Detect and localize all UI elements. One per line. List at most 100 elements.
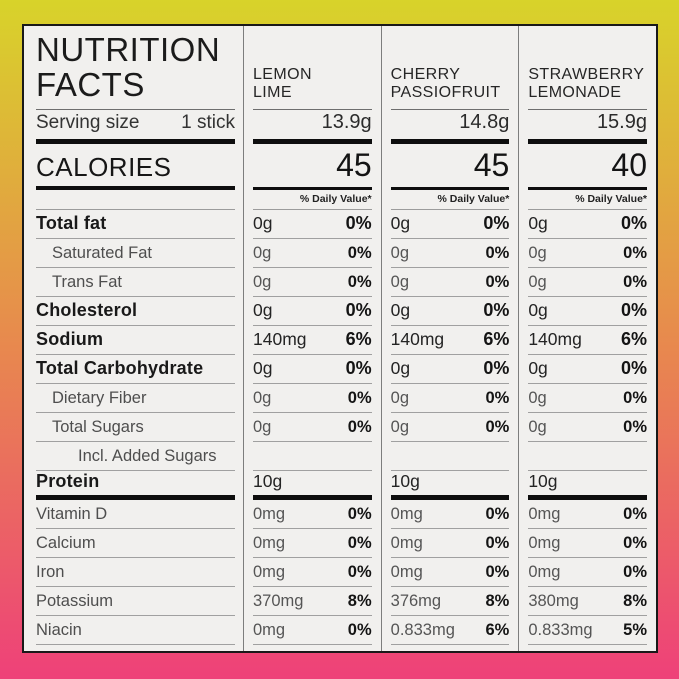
calories-value: 45 [336,147,372,183]
value-row-saturated-fat: 0g 0% [390,239,510,268]
product-name-line2: LIME [253,84,292,101]
nutrient-label-rows: Total fat Saturated Fat Trans Fat Choles… [24,210,243,651]
panel-title: NUTRITION FACTS [36,26,235,110]
product-name: CHERRY PASSIOFRUIT [391,66,501,102]
value-row-iron: 0mg 0% [253,558,372,587]
product-column-strawberry-lemonade: STRAWBERRY LEMONADE 15.9g 40 % Daily Val… [518,26,656,651]
amount: 0.833mg [390,621,455,639]
value-row-total-sugars: 0g 0% [253,413,372,442]
value-row-total-sugars: 0g 0% [528,413,647,442]
amount: 10g [528,471,558,491]
amount: 0mg [390,563,423,581]
daily-value: 0% [347,418,372,436]
daily-value: 0% [623,244,647,262]
value-row-added-sugars [528,442,647,471]
nutrient-value-rows: 0g 0% 0g 0% 0g 0% 0g 0% 140mg 6% 0g 0% 0g 0% 0g… [382,210,519,651]
amount: 140mg [253,329,307,349]
value-row-trans-fat: 0g 0% [528,268,647,297]
daily-value: 0% [623,418,647,436]
nutrition-facts-panel: NUTRITION FACTS Serving size 1 stick CAL… [22,24,658,653]
product-name-line1: LEMON [253,66,312,83]
daily-value: 0% [623,563,647,581]
nutrient-label: Dietary Fiber [52,389,147,407]
product-name-line2: PASSIOFRUIT [390,84,501,101]
daily-value: 5% [623,621,647,639]
value-row-cholesterol: 0g 0% [253,297,372,326]
daily-value-note: % Daily Value* [253,190,372,210]
serving-size-label: Serving size [36,112,140,133]
daily-value: 0% [485,244,510,262]
value-row-potassium: 376mg 8% [390,587,510,616]
daily-value: 0% [623,534,647,552]
amount: 0g [253,244,272,262]
value-row-vitamin-d: 0mg 0% [253,500,372,529]
product-name-block: CHERRY PASSIOFRUIT [390,26,510,110]
value-row-total-sugars: 0g 0% [390,413,510,442]
serving-size-value: 1 stick [181,112,235,133]
calories-value-block: 40 [528,144,647,190]
value-row-total-carbohydrate: 0g 0% [390,355,510,384]
daily-value: 0% [345,358,372,378]
value-row-niacin: 0.833mg 6% [390,616,510,645]
value-row-trans-fat: 0g 0% [253,268,372,297]
nutrient-label: Cholesterol [36,300,138,320]
value-row-niacin: 0.833mg 5% [528,616,647,645]
daily-value: 0% [347,534,372,552]
value-row-sodium: 140mg 6% [390,326,510,355]
daily-value: 0% [347,389,372,407]
daily-value: 0% [345,300,372,320]
product-column-cherry-passiofruit: CHERRY PASSIOFRUIT 14.8g 45 % Daily Valu… [380,26,519,651]
daily-value-spacer [36,190,235,210]
amount: 0mg [390,534,423,552]
nutrient-row-niacin: Niacin [36,616,235,645]
nutrient-row-total-fat: Total fat [36,210,235,239]
nutrient-row-added-sugars: Incl. Added Sugars [36,442,235,471]
daily-value: 0% [483,358,510,378]
amount: 0mg [253,534,286,552]
calories-value-block: 45 [253,144,372,190]
amount: 0g [390,358,411,378]
nutrient-label: Iron [36,563,65,581]
amount: 0g [390,273,410,291]
nutrient-row-trans-fat: Trans Fat [36,268,235,297]
amount: 0mg [528,563,561,581]
value-row-total-carbohydrate: 0g 0% [253,355,372,384]
nutrient-row-dietary-fiber: Dietary Fiber [36,384,235,413]
amount: 0g [253,300,273,320]
value-row-saturated-fat: 0g 0% [528,239,647,268]
daily-value: 0% [485,418,510,436]
daily-value-note: % Daily Value* [390,190,510,210]
value-row-cholesterol: 0g 0% [390,297,510,326]
value-row-iron: 0mg 0% [528,558,647,587]
value-row-sodium: 140mg 6% [253,326,372,355]
amount: 380mg [528,592,579,610]
daily-value: 8% [347,592,372,610]
nutrient-value-rows: 0g 0% 0g 0% 0g 0% 0g 0% 140mg 6% 0g 0% 0g 0% 0g… [244,210,381,651]
serving-weight-value: 15.9g [596,111,647,133]
serving-weight-value: 13.9g [321,111,372,133]
calories-value: 40 [611,147,647,183]
value-row-protein: 10g [390,471,510,500]
serving-size-row: Serving size 1 stick [36,110,235,144]
value-row-total-fat: 0g 0% [528,210,647,239]
value-row-vitamin-d: 0mg 0% [528,500,647,529]
nutrient-label: Incl. Added Sugars [78,447,217,465]
nutrient-label: Sodium [36,329,104,349]
value-row-saturated-fat: 0g 0% [253,239,372,268]
nutrient-row-total-sugars: Total Sugars [36,413,235,442]
amount: 0mg [253,563,286,581]
value-row-potassium: 380mg 8% [528,587,647,616]
amount: 0g [528,418,547,436]
product-name-line1: STRAWBERRY [528,66,645,83]
daily-value: 6% [483,329,510,349]
amount: 10g [253,471,283,491]
amount: 376mg [390,592,442,610]
nutrient-row-iron: Iron [36,558,235,587]
daily-value: 0% [485,389,510,407]
daily-value: 0% [620,358,647,378]
amount: 0g [253,213,273,233]
amount: 0g [390,213,411,233]
amount: 0g [528,358,548,378]
nutrient-label: Protein [36,471,100,491]
value-row-trans-fat: 0g 0% [390,268,510,297]
